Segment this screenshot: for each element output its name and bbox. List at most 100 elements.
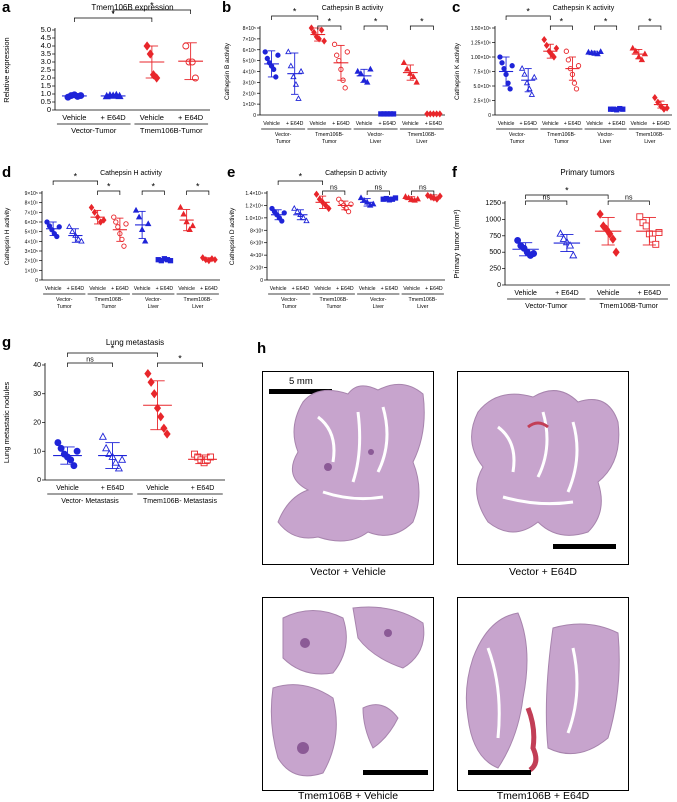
- x-tick-label: Vehicle: [403, 286, 420, 292]
- y-axis-label: Relative expression: [2, 37, 11, 102]
- significance-bracket: [411, 190, 435, 195]
- significance-bracket: [505, 15, 551, 20]
- y-tick-label: 6×10³: [250, 241, 263, 247]
- y-tick-label: 1×10⁵: [243, 102, 256, 108]
- significance-label: *: [648, 17, 652, 27]
- y-tick-label: 2×10⁵: [243, 91, 256, 97]
- significance-bracket: [67, 362, 113, 367]
- group-label: Vector-: [597, 132, 614, 138]
- significance-label: *: [299, 172, 303, 182]
- significance-bracket: [67, 352, 158, 357]
- y-tick-label: 1.25×10⁶: [471, 41, 491, 47]
- y-tick-label: 500: [489, 249, 501, 256]
- data-point: [402, 193, 409, 199]
- data-point: [331, 41, 338, 47]
- x-tick-label: Vehicle: [586, 121, 603, 127]
- y-tick-label: 4.5: [41, 33, 51, 42]
- chart-panel-d: d Cathepsin H activity 0 1×10⁵ 2×10⁵ 3×10⁵ 4×1…: [2, 165, 220, 310]
- data-point: [334, 52, 340, 58]
- group-label: Vector-: [367, 132, 384, 138]
- x-tick-label: Vehicle: [270, 286, 287, 292]
- significance-label: *: [560, 17, 564, 27]
- y-tick-label: 0: [253, 113, 256, 119]
- data-point: [575, 63, 582, 69]
- x-tick-label: Vehicle: [263, 121, 280, 127]
- data-point: [392, 195, 399, 201]
- data-point: [147, 377, 155, 387]
- y-axis-label: Lung metastatic nodules: [2, 382, 11, 464]
- data-point: [189, 222, 196, 229]
- data-point: [46, 223, 53, 229]
- data-point: [336, 57, 342, 64]
- histology-image-tmem106b-vehicle: [262, 597, 434, 791]
- y-tick-label: 1.0: [41, 89, 51, 98]
- series-4: [132, 206, 152, 244]
- significance-bracket: [525, 194, 609, 199]
- data-point: [67, 456, 75, 464]
- data-point: [541, 36, 547, 44]
- panel-letter-h: h: [257, 340, 267, 357]
- y-tick-label: 0: [488, 113, 491, 119]
- group-label: Vector-: [281, 297, 298, 303]
- data-point: [98, 432, 107, 440]
- y-axis-label: Cathepsin K activity: [454, 42, 461, 100]
- x-tick-label: + E64D: [608, 121, 626, 127]
- series-6: [402, 193, 421, 203]
- x-tick-label: Vehicle: [62, 113, 86, 122]
- significance-bracket: [409, 25, 434, 30]
- y-tick-label: 9×10⁵: [25, 191, 38, 197]
- data-point: [303, 217, 310, 224]
- significance-bracket: [97, 190, 121, 195]
- data-point: [311, 28, 317, 36]
- group-label: Tmem106B-: [315, 132, 344, 138]
- data-point: [54, 233, 60, 240]
- data-point: [632, 47, 639, 54]
- series-0: [44, 219, 62, 240]
- group-label: Vector-Tumor: [71, 126, 117, 135]
- data-point: [325, 204, 332, 213]
- y-tick-label: 1.5: [41, 81, 51, 90]
- data-point: [146, 49, 154, 59]
- significance-bracket: [549, 25, 573, 30]
- series-6: [177, 203, 196, 232]
- panel-letter: a: [2, 0, 11, 16]
- y-tick-label: 2.5: [41, 65, 51, 74]
- group-label: Vector-: [509, 132, 526, 138]
- series-0: [497, 54, 515, 92]
- group-label: Tmem106B-Tumor: [600, 303, 659, 310]
- series-7: [424, 191, 443, 203]
- series-1: [518, 65, 538, 97]
- series-6: [400, 59, 420, 85]
- significance-bracket: [607, 200, 650, 205]
- data-point: [514, 236, 522, 244]
- group-label: Tmem106B-: [547, 132, 576, 138]
- data-point: [321, 37, 327, 45]
- data-point: [69, 228, 76, 234]
- group-label-line2: Liver: [370, 139, 382, 145]
- x-tick-label: Vehicle: [630, 121, 647, 127]
- lung-section-3: [270, 606, 428, 777]
- panel-letter: d: [2, 165, 11, 181]
- chart-title: Cathepsin K activity: [553, 5, 615, 12]
- data-point: [410, 73, 417, 80]
- data-point: [102, 443, 111, 452]
- y-tick-label: 0: [37, 477, 41, 484]
- y-tick-label: 250: [489, 266, 501, 273]
- data-point: [652, 240, 660, 248]
- x-tick-label: + E64D: [292, 286, 310, 292]
- y-axis-label: Cathepsin H activity: [4, 207, 11, 265]
- chart-panel-b: b Cathepsin B activity 0 1×10⁵ 2×10⁵ 3×10⁵ 4×1…: [222, 0, 445, 145]
- significance-bracket: [112, 9, 191, 14]
- x-tick-label: Vehicle: [56, 485, 79, 492]
- group-label: Tmem106B-: [408, 132, 437, 138]
- group-label: Tmem106B-Tumor: [140, 126, 203, 135]
- significance-bracket: [594, 25, 618, 30]
- data-point: [543, 41, 550, 49]
- significance-label: *: [196, 182, 200, 192]
- y-tick-label: 6×10⁵: [243, 48, 256, 54]
- x-tick-label: + E64D: [101, 485, 125, 492]
- x-tick-label: + E64D: [191, 485, 215, 492]
- y-tick-label: 3.0: [41, 57, 51, 66]
- scale-bar: [269, 389, 332, 394]
- scale-bar-label: 5 mm: [289, 376, 313, 387]
